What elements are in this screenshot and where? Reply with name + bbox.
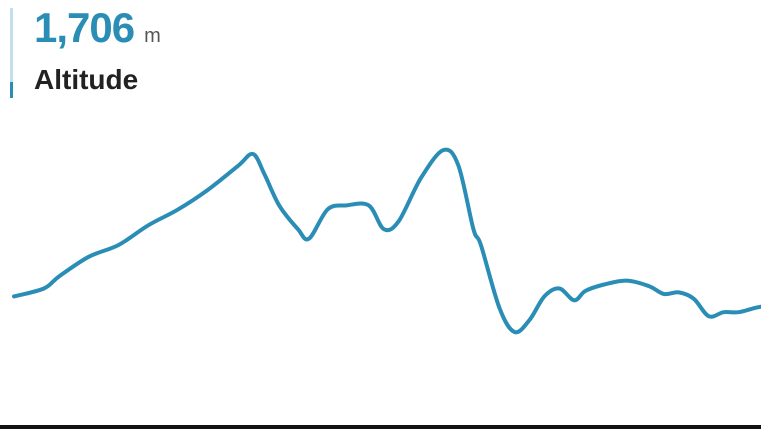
bottom-divider bbox=[0, 425, 761, 429]
altitude-unit: m bbox=[144, 25, 161, 47]
altitude-value-row: 1,706 m bbox=[34, 4, 161, 52]
accent-bar-indicator bbox=[10, 82, 13, 98]
accent-bar bbox=[10, 8, 13, 98]
altitude-series-line bbox=[12, 147, 761, 335]
altitude-label: Altitude bbox=[34, 64, 139, 95]
altitude-value: 1,706 bbox=[34, 4, 135, 51]
